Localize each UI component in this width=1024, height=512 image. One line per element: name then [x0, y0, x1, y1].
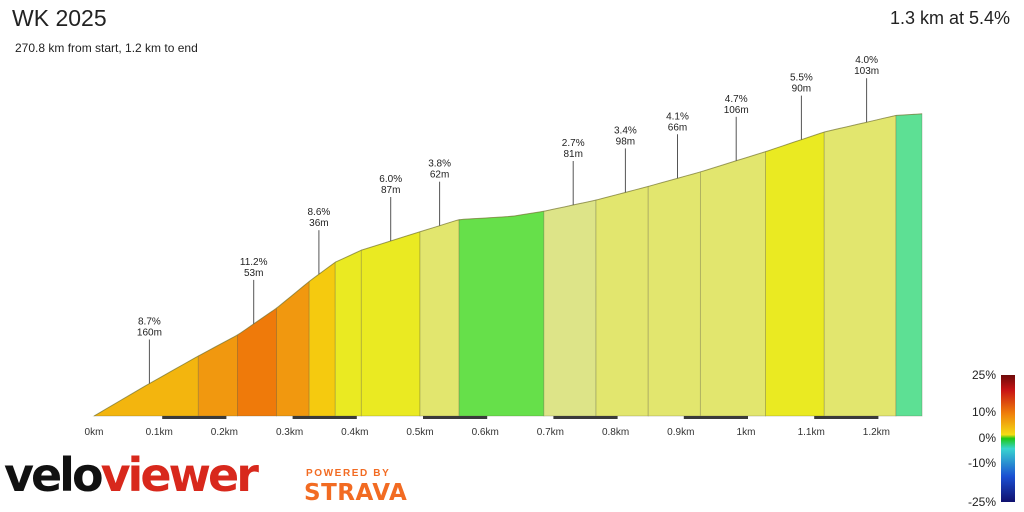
profile-segment	[236, 307, 278, 417]
legend-label-10: 10%	[971, 405, 996, 419]
logo-part-velo: velo	[4, 448, 104, 502]
x-tick-label: 0.2km	[211, 427, 238, 438]
profile-segment	[823, 114, 897, 417]
x-tick-label: 0.3km	[276, 427, 303, 438]
profile-segment	[197, 334, 238, 417]
annotation-length-label: 90m	[792, 84, 811, 95]
x-tick-label: 0.8km	[602, 427, 629, 438]
segment-position-info: 270.8 km from start, 1.2 km to end	[15, 41, 198, 55]
profile-segment	[360, 231, 421, 417]
x-tick-label: 0.1km	[146, 427, 173, 438]
profile-segment	[647, 171, 701, 417]
annotation-length-label: 81m	[563, 149, 582, 160]
profile-segment	[419, 219, 460, 417]
profile-outline	[93, 113, 923, 417]
powered-by-label: POWERED BY	[306, 468, 391, 479]
legend-label-neg25: -25%	[967, 495, 996, 509]
annotation-grade-label: 3.4%	[614, 125, 637, 136]
annotation-grade-label: 4.1%	[666, 111, 689, 122]
annotation-grade-label: 8.7%	[138, 317, 161, 328]
annotation-grade-label: 5.5%	[790, 73, 813, 84]
annotation-grade-label: 11.2%	[240, 257, 268, 268]
axis-distance-bar	[683, 416, 748, 419]
x-tick-label: 0.5km	[406, 427, 433, 438]
axis-distance-bar	[814, 416, 879, 419]
profile-segment	[595, 185, 649, 417]
annotation-grade-label: 6.0%	[379, 174, 402, 185]
profile-segment	[895, 113, 923, 417]
chart-title: WK 2025	[12, 5, 107, 31]
annotations-layer: 8.7%160m 11.2%53m 8.6%36m 6.0%87m 3.8%62m 2.7…	[137, 55, 879, 384]
axis-distance-bar	[423, 416, 488, 419]
profile-segment	[276, 280, 310, 417]
profile-segment	[458, 210, 545, 417]
legend-label-neg10: -10%	[967, 456, 996, 470]
annotation-grade-label: 4.7%	[725, 94, 748, 105]
profile-segment	[765, 131, 825, 417]
annotation-length-label: 103m	[854, 66, 879, 77]
segments-layer	[92, 113, 923, 417]
x-tick-label: 1km	[737, 427, 756, 438]
annotation-length-label: 98m	[616, 136, 635, 147]
logo-part-viewer: viewer	[100, 448, 259, 502]
profile-segment	[543, 199, 597, 417]
profile-segment	[308, 261, 336, 417]
profile-segment	[334, 249, 362, 417]
climb-summary: 1.3 km at 5.4%	[889, 8, 1010, 28]
annotation-grade-label: 8.6%	[308, 207, 331, 218]
strava-logo[interactable]: STRAVA	[304, 480, 408, 506]
annotation-length-label: 36m	[309, 218, 328, 229]
axis-distance-bar	[162, 416, 227, 419]
annotation-length-label: 87m	[381, 185, 400, 196]
annotation-length-label: 106m	[724, 105, 749, 116]
profile-segment	[699, 151, 767, 417]
legend-label-25: 25%	[971, 368, 996, 382]
annotation-grade-label: 3.8%	[428, 159, 451, 170]
grade-color-scale	[1001, 375, 1015, 502]
veloviewer-logo[interactable]: veloviewer	[4, 452, 259, 498]
annotation-length-label: 53m	[244, 268, 263, 279]
x-tick-label: 1.2km	[863, 427, 890, 438]
x-tick-label: 0.6km	[472, 427, 499, 438]
x-tick-label: 0km	[85, 427, 104, 438]
annotation-grade-label: 4.0%	[855, 55, 878, 66]
annotation-length-label: 62m	[430, 170, 449, 181]
x-tick-label: 0.7km	[537, 427, 564, 438]
annotation-length-label: 160m	[137, 328, 162, 339]
axis-distance-bar	[292, 416, 357, 419]
x-axis: 0km 0.1km 0.2km 0.3km 0.4km 0.5km 0.6km 0.7km 0.…	[85, 416, 890, 438]
annotation-grade-label: 2.7%	[562, 138, 585, 149]
x-tick-label: 1.1km	[798, 427, 825, 438]
legend-label-0: 0%	[978, 431, 996, 445]
x-tick-label: 0.4km	[341, 427, 368, 438]
x-tick-label: 0.9km	[667, 427, 694, 438]
annotation-length-label: 66m	[668, 122, 687, 133]
axis-distance-bar	[553, 416, 618, 419]
